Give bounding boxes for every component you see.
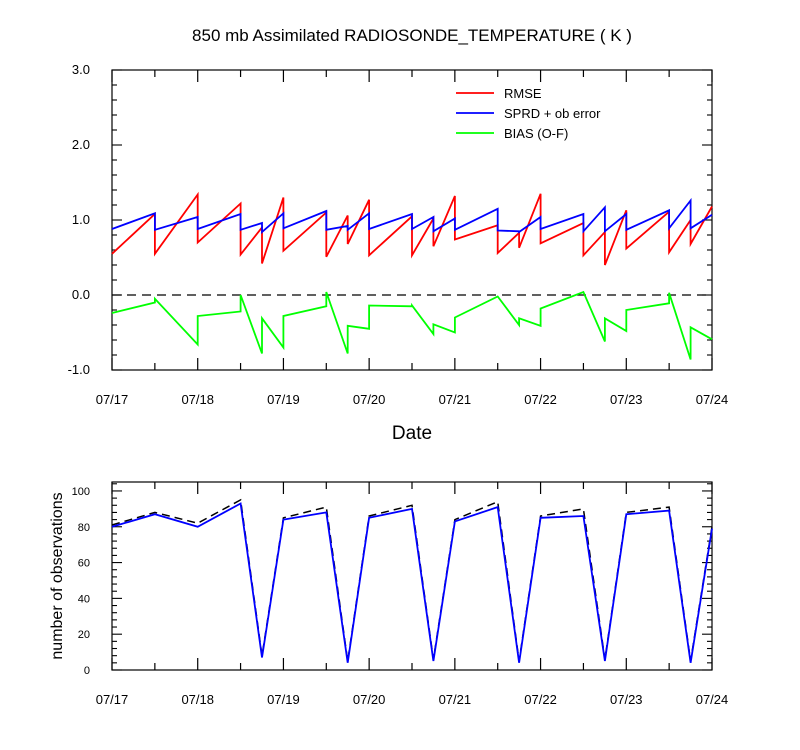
y-tick-label: 2.0 [72, 137, 90, 152]
series-line-assimilated [111, 502, 713, 663]
y-tick-label: 20 [78, 629, 90, 641]
x-axis-label: Date [392, 423, 432, 444]
y-tick-label: 0 [84, 665, 90, 677]
x-tick-label: 07/20 [353, 392, 386, 407]
x-tick-label: 07/17 [96, 392, 129, 407]
figure-title: 850 mb Assimilated RADIOSONDE_TEMPERATUR… [192, 26, 632, 45]
y-tick-label: 1.0 [72, 212, 90, 227]
y-tick-label: 40 [78, 593, 90, 605]
x-tick-label: 07/21 [439, 392, 472, 407]
y-tick-label: 60 [78, 558, 90, 570]
series-line-bias-o-f [111, 290, 713, 360]
legend-label-bias-o-f: BIAS (O-F) [504, 126, 568, 141]
y-tick-label: 100 [72, 486, 90, 498]
x-tick-label: 07/23 [610, 392, 643, 407]
legend-label-rmse: RMSE [504, 86, 542, 101]
x-tick-label: 07/17 [96, 692, 129, 707]
y-tick-label: -1.0 [68, 362, 90, 377]
series-line-sprd-ob-error [111, 197, 713, 234]
rmse-spread-bias-panel: 07/17 07/18 07/19 07/20 07/21 07/22 07/23 07/24… [68, 62, 729, 444]
legend: RMSE SPRD + ob error BIAS (O-F) [456, 86, 601, 141]
series-line-rmse [111, 191, 713, 266]
x-tick-label: 07/20 [353, 692, 386, 707]
x-tick-label: 07/21 [439, 692, 472, 707]
x-tick-label: 07/19 [267, 692, 300, 707]
x-tick-label: 07/18 [181, 392, 214, 407]
y-tick-label: 80 [78, 522, 90, 534]
x-tick-label: 07/22 [524, 692, 557, 707]
y-axis-label: number of observations [49, 492, 66, 659]
legend-label-sprd-ob-error: SPRD + ob error [504, 106, 601, 121]
observation-count-panel: 07/17 07/18 07/19 07/20 07/21 07/22 07/23 07/24… [49, 481, 729, 707]
y-tick-label: 3.0 [72, 62, 90, 77]
x-tick-label: 07/23 [610, 692, 643, 707]
x-tick-label: 07/22 [524, 392, 557, 407]
x-tick-label: 07/24 [696, 392, 729, 407]
x-tick-label: 07/18 [181, 692, 214, 707]
x-tick-label: 07/19 [267, 392, 300, 407]
y-tick-label: 0.0 [72, 287, 90, 302]
x-tick-label: 07/24 [696, 692, 729, 707]
